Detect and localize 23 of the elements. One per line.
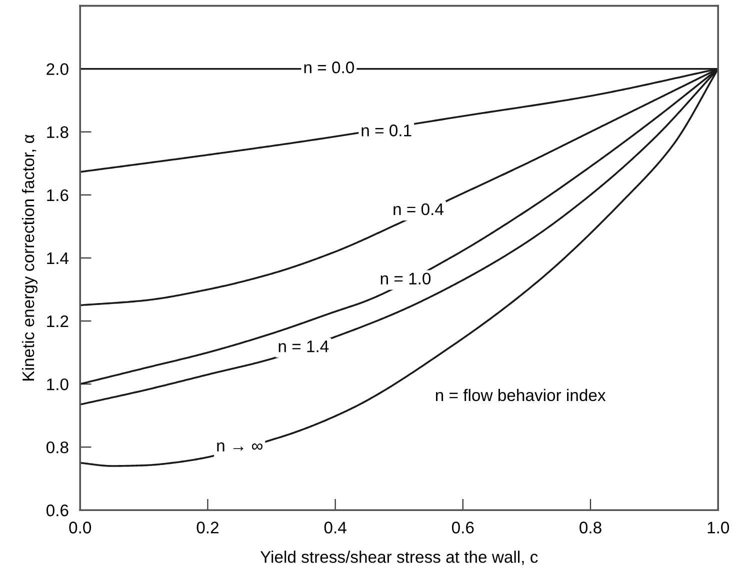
y-axis-title: Kinetic energy correction factor, α (22, 134, 38, 380)
x-tick-label: 0.4 (324, 522, 346, 534)
annotation: n = 1.4 (278, 340, 329, 352)
x-tick-label: 0.8 (580, 522, 602, 534)
annotation: n = flow behavior index (436, 388, 606, 402)
y-tick-label: 1.2 (47, 315, 68, 328)
y-tick-label: 1.4 (47, 252, 69, 264)
annotation: n = 0.0 (304, 62, 354, 74)
y-tick-label: 2.0 (46, 63, 68, 76)
annotation: n = 1.0 (380, 272, 431, 284)
y-tick-label: 1.8 (47, 126, 68, 138)
y-tick-label: 0.8 (46, 441, 68, 454)
y-tick-label: 0.6 (46, 504, 68, 516)
y-tick-label: 1.6 (47, 189, 68, 202)
annotation: n → ∞ (217, 442, 262, 452)
x-tick-label: 1.0 (708, 522, 730, 534)
annotation: n = 0.4 (394, 203, 444, 216)
x-axis-title: Yield stress/shear stress at the wall, c (260, 550, 538, 565)
annotation: n = 0.1 (362, 124, 412, 136)
x-tick-label: 0.6 (452, 522, 474, 534)
y-tick-label: 1.0 (47, 378, 68, 390)
x-tick-label: 0.0 (69, 522, 92, 534)
x-tick-label: 0.2 (196, 522, 218, 534)
